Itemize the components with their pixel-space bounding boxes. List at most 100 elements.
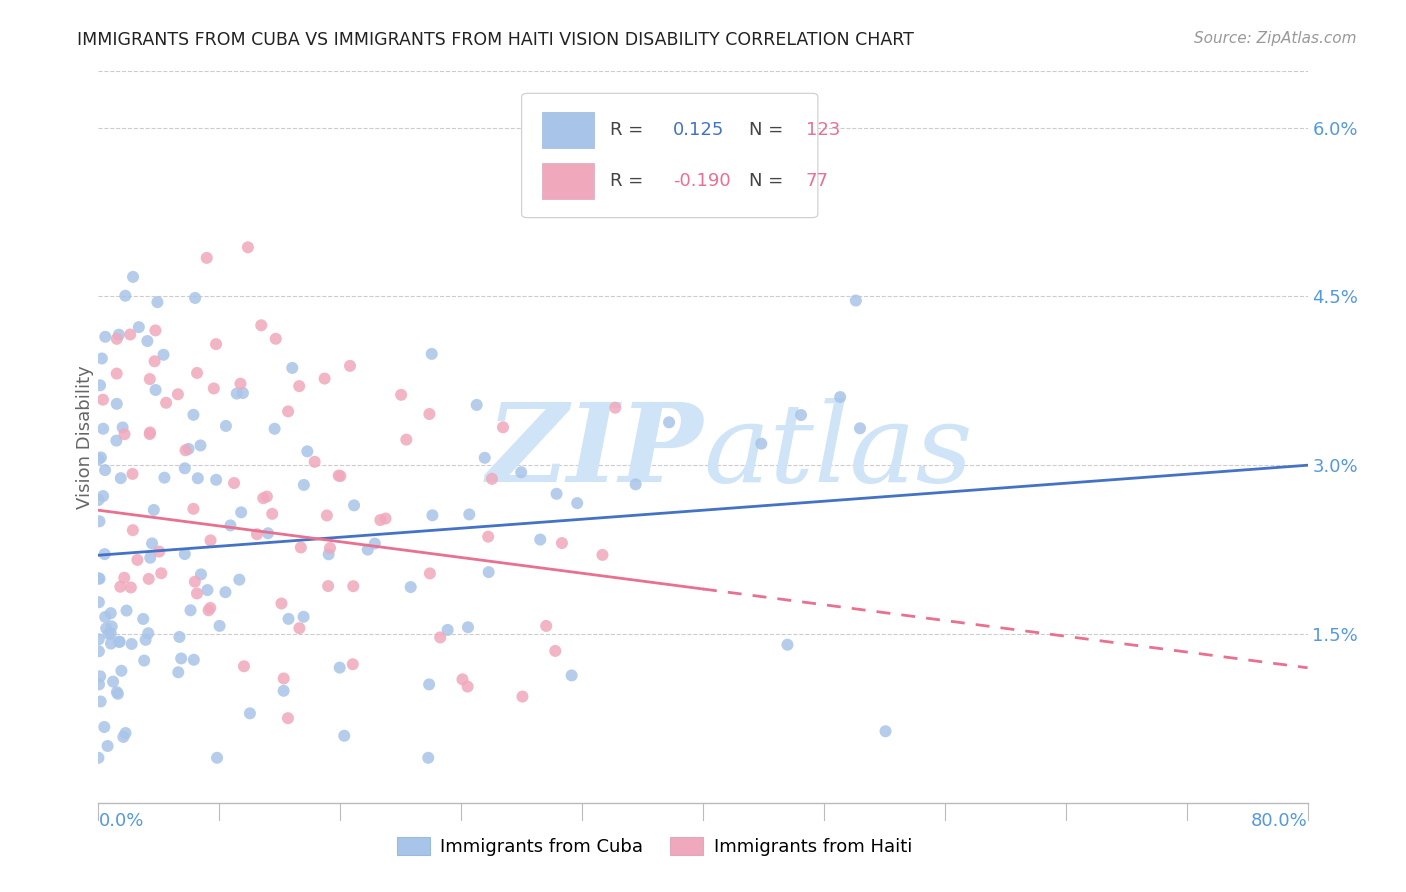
Point	[179, 603, 201, 617]
Point	[145, 383, 167, 397]
Point	[186, 586, 208, 600]
Point	[121, 467, 143, 481]
Point	[849, 421, 872, 435]
Point	[132, 612, 155, 626]
Point	[231, 505, 253, 519]
Text: atlas: atlas	[703, 398, 973, 506]
Point	[297, 444, 319, 458]
Point	[87, 493, 110, 508]
Point	[288, 379, 311, 393]
Point	[87, 632, 110, 647]
Point	[114, 289, 136, 303]
Text: 0.125: 0.125	[672, 121, 724, 139]
Point	[419, 566, 441, 581]
Point	[205, 751, 228, 765]
Point	[139, 372, 162, 386]
Point	[90, 694, 112, 708]
Point	[195, 251, 218, 265]
Point	[228, 573, 250, 587]
Point	[89, 669, 111, 683]
Point	[264, 332, 287, 346]
Point	[318, 547, 340, 561]
Point	[567, 496, 589, 510]
Point	[458, 508, 481, 522]
Point	[420, 347, 443, 361]
Point	[544, 644, 567, 658]
Point	[329, 660, 352, 674]
Point	[105, 332, 128, 346]
Point	[246, 527, 269, 541]
Text: IMMIGRANTS FROM CUBA VS IMMIGRANTS FROM HAITI VISION DISABILITY CORRELATION CHAR: IMMIGRANTS FROM CUBA VS IMMIGRANTS FROM …	[77, 31, 914, 49]
Point	[197, 583, 219, 598]
Point	[197, 603, 219, 617]
Point	[374, 511, 396, 525]
Point	[87, 595, 110, 609]
Point	[135, 632, 157, 647]
Text: R =: R =	[610, 172, 650, 190]
Point	[208, 619, 231, 633]
Point	[529, 533, 551, 547]
Text: R =: R =	[610, 121, 650, 139]
Point	[215, 418, 238, 433]
Point	[190, 567, 212, 582]
Point	[277, 404, 299, 418]
Point	[304, 455, 326, 469]
Point	[110, 471, 132, 485]
Point	[100, 626, 122, 640]
Point	[121, 637, 143, 651]
Point	[418, 407, 440, 421]
Point	[143, 354, 166, 368]
Point	[87, 644, 110, 658]
Point	[418, 751, 440, 765]
Point	[342, 579, 364, 593]
Point	[225, 386, 247, 401]
Point	[139, 550, 162, 565]
Point	[169, 630, 191, 644]
Point	[184, 574, 207, 589]
Point	[93, 720, 115, 734]
Point	[830, 390, 852, 404]
Point	[273, 683, 295, 698]
Point	[152, 348, 174, 362]
Text: Source: ZipAtlas.com: Source: ZipAtlas.com	[1194, 31, 1357, 46]
Point	[89, 378, 111, 392]
Point	[120, 327, 142, 342]
Point	[239, 706, 262, 721]
Point	[167, 665, 190, 680]
Point	[624, 477, 647, 491]
Point	[110, 664, 132, 678]
Point	[167, 387, 190, 401]
Point	[605, 401, 627, 415]
Point	[219, 518, 242, 533]
Point	[236, 240, 259, 254]
Point	[214, 585, 236, 599]
Point	[90, 450, 112, 465]
Point	[200, 533, 222, 548]
Point	[534, 619, 557, 633]
Point	[136, 334, 159, 348]
Text: N =: N =	[749, 121, 789, 139]
Point	[89, 514, 111, 528]
Point	[273, 672, 295, 686]
Point	[108, 327, 131, 342]
Point	[357, 542, 380, 557]
Point	[790, 408, 813, 422]
Point	[97, 739, 120, 753]
Point	[142, 503, 165, 517]
Point	[94, 463, 117, 477]
Point	[343, 499, 366, 513]
Point	[328, 468, 350, 483]
Point	[87, 677, 110, 691]
Point	[270, 597, 292, 611]
Legend: Immigrants from Cuba, Immigrants from Haiti: Immigrants from Cuba, Immigrants from Ha…	[389, 830, 920, 863]
Point	[875, 724, 897, 739]
Point	[138, 572, 160, 586]
Point	[329, 469, 352, 483]
Point	[96, 621, 118, 635]
Point	[115, 604, 138, 618]
Point	[288, 621, 311, 635]
Text: 80.0%: 80.0%	[1251, 812, 1308, 830]
FancyBboxPatch shape	[543, 163, 595, 200]
Point	[551, 536, 574, 550]
Point	[91, 489, 114, 503]
